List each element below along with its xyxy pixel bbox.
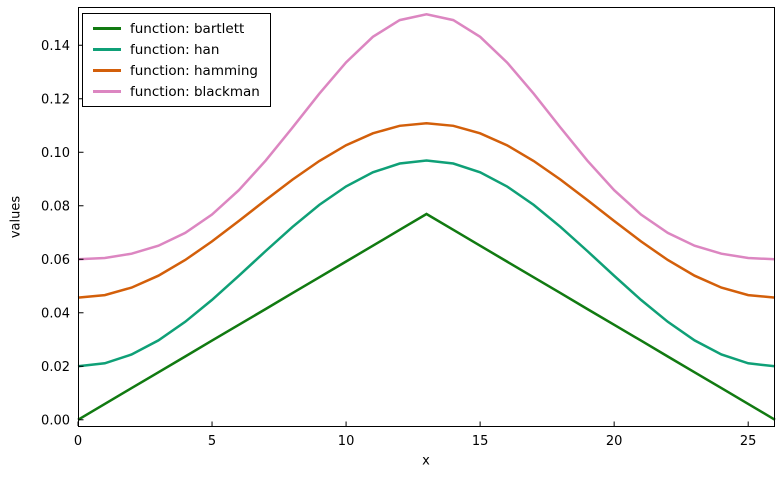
legend-swatch-blackman <box>93 90 121 93</box>
x-tick-label: 5 <box>208 434 216 449</box>
y-tick-label: 0.10 <box>41 146 70 161</box>
y-axis-label: values <box>8 195 24 239</box>
series-line-bartlett <box>77 212 776 421</box>
y-tick-label: 0.06 <box>41 253 70 268</box>
legend-label-bartlett: function: bartlett <box>130 20 245 37</box>
series-line-han <box>77 159 776 368</box>
legend-item-blackman: function: blackman <box>93 83 262 100</box>
legend-label-han: function: han <box>130 41 220 58</box>
y-tick-label: 0.02 <box>41 360 70 375</box>
legend-item-bartlett: function: bartlett <box>93 20 262 37</box>
legend-swatch-hamming <box>93 69 121 72</box>
x-axis-label: x <box>422 453 430 469</box>
x-tick-label: 20 <box>606 434 623 449</box>
x-tick-label: 0 <box>74 434 82 449</box>
legend-label-blackman: function: blackman <box>130 83 260 100</box>
plot-frame <box>78 7 775 427</box>
x-tick-label: 25 <box>740 434 757 449</box>
legend: function: bartlett function: han function:… <box>82 13 271 107</box>
x-tick-label: 10 <box>338 434 355 449</box>
y-tick-label: 0.12 <box>41 92 70 107</box>
legend-item-han: function: han <box>93 41 262 58</box>
legend-item-hamming: function: hamming <box>93 62 262 79</box>
legend-swatch-bartlett <box>93 27 121 30</box>
series-line-blackman <box>77 13 776 261</box>
y-tick-label: 0.04 <box>41 306 70 321</box>
x-tick-label: 15 <box>472 434 489 449</box>
y-tick-label: 0.14 <box>41 39 70 54</box>
legend-swatch-han <box>93 48 121 51</box>
legend-label-hamming: function: hamming <box>130 62 258 79</box>
y-tick-label: 0.00 <box>41 413 70 428</box>
y-tick-label: 0.08 <box>41 199 70 214</box>
series-line-hamming <box>77 122 776 299</box>
